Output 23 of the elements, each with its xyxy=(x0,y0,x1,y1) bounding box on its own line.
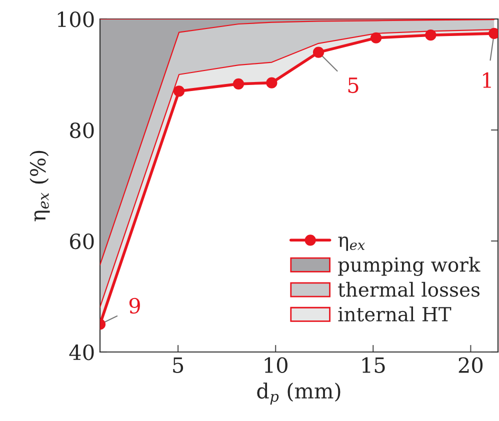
point xyxy=(370,32,382,44)
legend-label: thermal losses xyxy=(338,282,480,297)
y-tick-label: 40 xyxy=(69,344,94,360)
annotation: 9 xyxy=(129,298,140,314)
legend-label: internal HT xyxy=(338,306,452,322)
x-tick-label: 10 xyxy=(264,357,288,373)
x-tick-label: 5 xyxy=(173,358,184,373)
x-tick-label: 15 xyxy=(362,357,385,373)
point xyxy=(173,86,185,97)
y-tick-label: 100 xyxy=(58,11,94,28)
y-axis-title: η$_{ex}$ (%) xyxy=(30,150,50,222)
x-axis-title: d$_{p}$ (mm) xyxy=(257,382,340,405)
point xyxy=(266,77,278,88)
point xyxy=(312,46,324,58)
legend-label: η$_{ex}$ xyxy=(338,236,365,251)
x-tick-label: 20 xyxy=(458,357,483,373)
y-tick-label: 60 xyxy=(70,233,94,250)
y-tick-label: 80 xyxy=(70,122,94,138)
point xyxy=(232,78,244,90)
legend-label: pumping work xyxy=(338,256,480,276)
point xyxy=(425,30,436,41)
annotation: 1 xyxy=(483,72,491,88)
annotation: 5 xyxy=(348,78,358,94)
